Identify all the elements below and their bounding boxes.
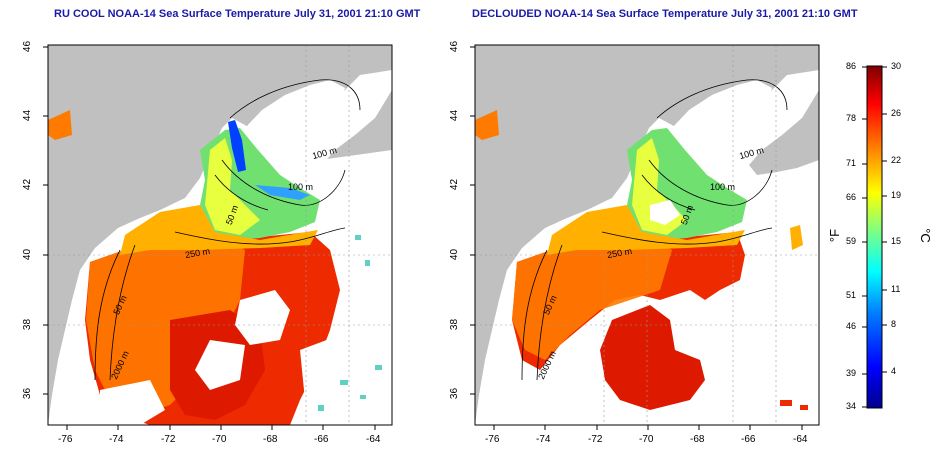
sst-orange	[86, 240, 245, 415]
colorbar-c-label: 8	[891, 319, 897, 329]
sst-patch	[475, 110, 499, 140]
colorbar-f-label: 34	[846, 401, 857, 411]
lon-tick-label: -74	[536, 434, 551, 445]
map-frame-left	[47, 44, 393, 426]
lat-tick-label: 42	[449, 178, 461, 191]
lon-tick-label: -76	[485, 434, 500, 445]
lon-tick-label: -68	[263, 434, 278, 445]
lat-tick-label: 40	[22, 248, 34, 261]
lon-tick-label: -64	[366, 434, 381, 445]
sst-patch-east	[790, 225, 803, 250]
colorbar-f-label: 59	[846, 236, 857, 246]
colorbar-f-label: 86	[846, 61, 857, 71]
colorbar-c-label: 4	[891, 366, 897, 376]
bathymetry-contours	[94, 79, 361, 381]
lon-tick-label: -66	[741, 434, 756, 445]
colorbar-unit-celsius: °C	[917, 228, 933, 243]
sst-cold-streak	[228, 120, 246, 172]
lat-tick-label: 38	[449, 318, 461, 331]
lon-tick-label: -74	[109, 434, 124, 445]
axis-ticks	[43, 46, 803, 430]
lon-tick-label: -72	[588, 434, 603, 445]
colorbar-f-label: 71	[846, 158, 857, 168]
lat-tick-label: 46	[22, 40, 34, 53]
gulf-of-maine-cloud	[245, 80, 345, 158]
sst-map-declouded	[475, 45, 819, 425]
map-title-declouded: DECLOUDED NOAA-14 Sea Surface Temperatur…	[472, 8, 858, 20]
sst-cold-streak-2	[255, 185, 310, 200]
colorbar-c-label: 15	[891, 236, 902, 246]
grid-lines	[475, 45, 819, 425]
lat-tick-label: 46	[449, 40, 461, 53]
lat-tick-label: 36	[449, 387, 461, 400]
colorbar-f-label: 66	[846, 192, 857, 202]
lon-tick-label: -66	[314, 434, 329, 445]
lat-tick-label: 38	[22, 318, 34, 331]
sst-map-raw	[48, 45, 392, 425]
sst-orange-band	[120, 205, 318, 255]
colorbar-c-label: 30	[891, 61, 902, 71]
cloud-edge-speckle	[318, 235, 382, 411]
gulf-of-maine-water	[672, 80, 772, 158]
land-nova-scotia	[749, 90, 819, 175]
colorbar-gradient	[866, 65, 883, 409]
sst-orange	[512, 240, 672, 360]
sst-small-patches	[780, 400, 808, 410]
map-frame-right	[474, 44, 820, 426]
colorbar-unit-fahrenheit: °F	[827, 228, 843, 243]
colorbar-c-label: 11	[891, 284, 901, 294]
sst-orange-band	[547, 205, 745, 255]
lon-tick-label: -76	[58, 434, 73, 445]
bathymetry-contours	[521, 79, 788, 381]
colorbar-f-label: 39	[846, 368, 857, 378]
lon-tick-label: -70	[212, 434, 227, 445]
sst-hot-patch	[600, 305, 705, 410]
colorbar-f-label: 46	[846, 321, 857, 331]
colorbar-c-label: 26	[891, 108, 902, 118]
lat-tick-label: 36	[22, 387, 34, 400]
sst-yellow	[205, 138, 260, 235]
lon-tick-label: -64	[793, 434, 808, 445]
lat-tick-label: 44	[22, 109, 34, 122]
lon-tick-label: -70	[639, 434, 654, 445]
contour-label: 100 m	[710, 182, 736, 192]
colorbar-f-label: 51	[846, 290, 857, 300]
colorbar-c-label: 22	[891, 155, 902, 165]
map-title-raw: RU COOL NOAA-14 Sea Surface Temperature …	[54, 8, 421, 20]
colorbar-f-label: 78	[846, 113, 857, 123]
lat-tick-label: 44	[449, 109, 461, 122]
lon-tick-label: -68	[690, 434, 705, 445]
colorbar-ticks	[862, 66, 887, 408]
grid-lines	[48, 45, 392, 425]
sst-gap	[650, 200, 680, 225]
lat-tick-label: 40	[449, 248, 461, 261]
sst-patch	[48, 110, 72, 140]
colorbar-c-label: 19	[891, 190, 902, 200]
lon-tick-label: -72	[161, 434, 176, 445]
contour-label: 100 m	[288, 182, 314, 192]
lat-tick-label: 42	[22, 178, 34, 191]
